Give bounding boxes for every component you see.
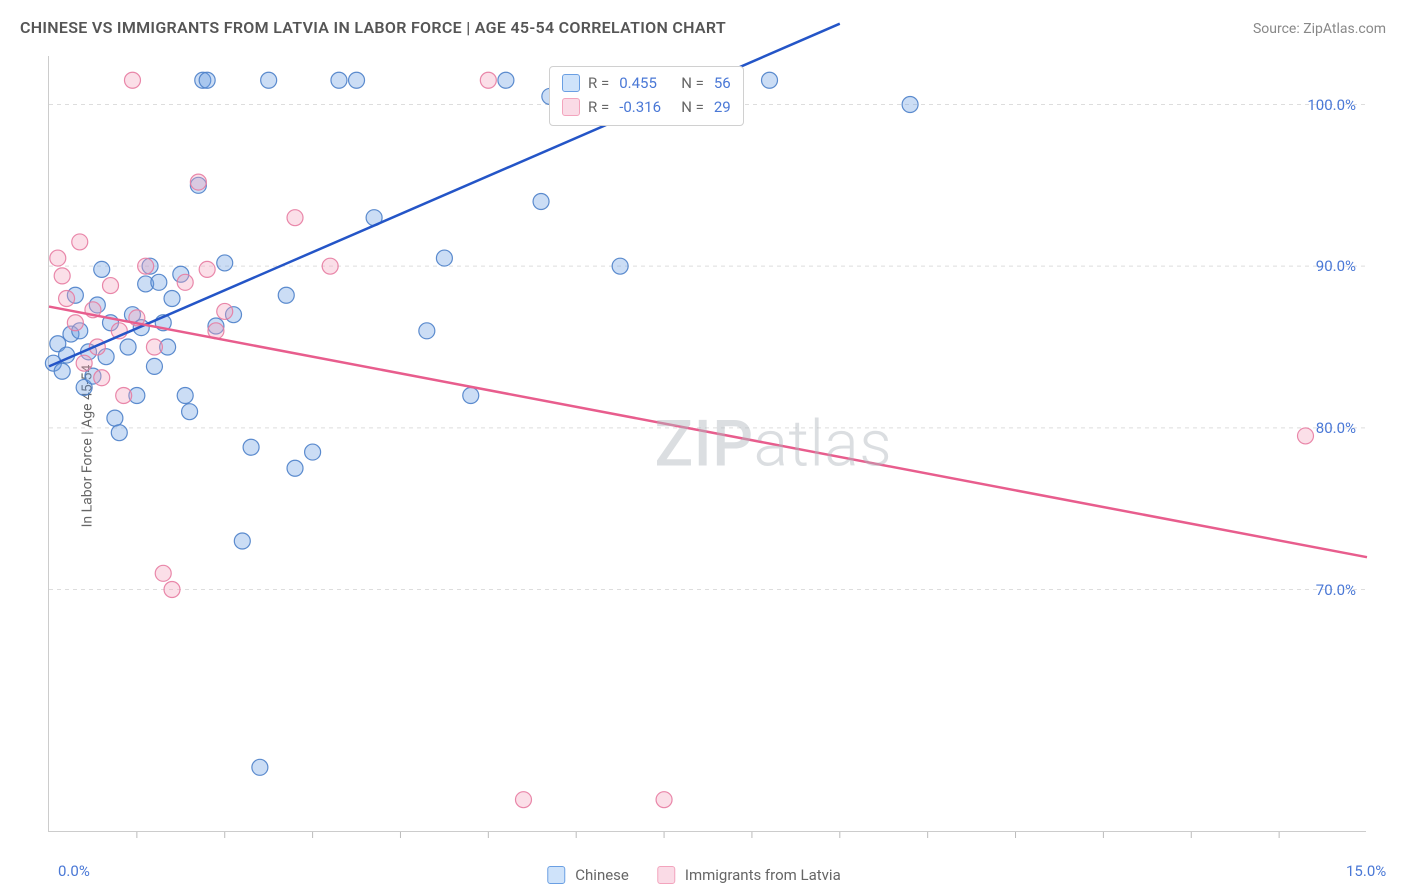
n-label: N =: [681, 98, 704, 116]
data-point: [243, 439, 259, 455]
x-tick-label: 15.0%: [1346, 862, 1386, 880]
data-point: [1297, 428, 1313, 444]
plot-area: ZIPatlas R =0.455N =56R =-0.316N =29 70.…: [48, 56, 1366, 832]
bottom-legend: Chinese Immigrants from Latvia: [547, 866, 858, 884]
r-label: R =: [588, 74, 609, 92]
data-point: [151, 274, 167, 290]
legend-swatch: [547, 866, 565, 884]
stats-row: R = -0.316 N = 29: [562, 95, 731, 119]
data-point: [515, 792, 531, 808]
source-label: Source: ZipAtlas.com: [1253, 21, 1386, 37]
chart-title: CHINESE VS IMMIGRANTS FROM LATVIA IN LAB…: [20, 18, 726, 37]
r-value: -0.316: [619, 98, 673, 116]
data-point: [103, 278, 119, 294]
data-point: [146, 339, 162, 355]
data-point: [463, 388, 479, 404]
data-point: [322, 258, 338, 274]
n-value: 56: [714, 74, 731, 92]
data-point: [217, 303, 233, 319]
data-point: [67, 315, 83, 331]
data-point: [199, 72, 215, 88]
data-point: [50, 250, 66, 266]
data-point: [155, 565, 171, 581]
legend-label: Immigrants from Latvia: [685, 866, 841, 884]
trend-line: [49, 307, 1367, 558]
data-point: [59, 291, 75, 307]
data-point: [164, 291, 180, 307]
data-point: [612, 258, 628, 274]
data-point: [120, 339, 136, 355]
series-swatch: [562, 74, 580, 92]
y-tick-label: 100.0%: [1307, 96, 1356, 114]
chart-svg: [49, 56, 1366, 831]
data-point: [72, 234, 88, 250]
data-point: [498, 72, 514, 88]
stats-row: R = 0.455 N = 56: [562, 71, 731, 95]
data-point: [190, 174, 206, 190]
legend-label: Chinese: [575, 866, 629, 884]
data-point: [107, 410, 123, 426]
stats-box: R = 0.455 N = 56 R = -0.316 N = 29: [549, 66, 744, 126]
data-point: [762, 72, 778, 88]
data-point: [349, 72, 365, 88]
data-point: [199, 261, 215, 277]
data-point: [182, 404, 198, 420]
x-tick-label: 0.0%: [58, 862, 90, 880]
data-point: [111, 425, 127, 441]
data-point: [54, 363, 70, 379]
data-point: [419, 323, 435, 339]
data-point: [116, 388, 132, 404]
data-point: [234, 533, 250, 549]
data-point: [177, 388, 193, 404]
r-value: 0.455: [619, 74, 673, 92]
y-tick-label: 80.0%: [1316, 419, 1356, 437]
data-point: [124, 72, 140, 88]
data-point: [305, 444, 321, 460]
data-point: [287, 210, 303, 226]
series-swatch: [562, 98, 580, 116]
data-point: [76, 355, 92, 371]
data-point: [287, 460, 303, 476]
data-point: [217, 255, 233, 271]
data-point: [331, 72, 347, 88]
data-point: [656, 792, 672, 808]
data-point: [177, 274, 193, 290]
y-tick-label: 70.0%: [1316, 581, 1356, 599]
data-point: [94, 370, 110, 386]
data-point: [146, 358, 162, 374]
data-point: [278, 287, 294, 303]
data-point: [252, 759, 268, 775]
y-tick-label: 90.0%: [1316, 257, 1356, 275]
n-value: 29: [714, 98, 731, 116]
data-point: [94, 261, 110, 277]
data-point: [164, 582, 180, 598]
data-point: [902, 97, 918, 113]
n-label: N =: [681, 74, 704, 92]
data-point: [480, 72, 496, 88]
r-label: R =: [588, 98, 609, 116]
legend-swatch: [657, 866, 675, 884]
data-point: [261, 72, 277, 88]
data-point: [436, 250, 452, 266]
data-point: [138, 258, 154, 274]
data-point: [54, 268, 70, 284]
data-point: [533, 194, 549, 210]
